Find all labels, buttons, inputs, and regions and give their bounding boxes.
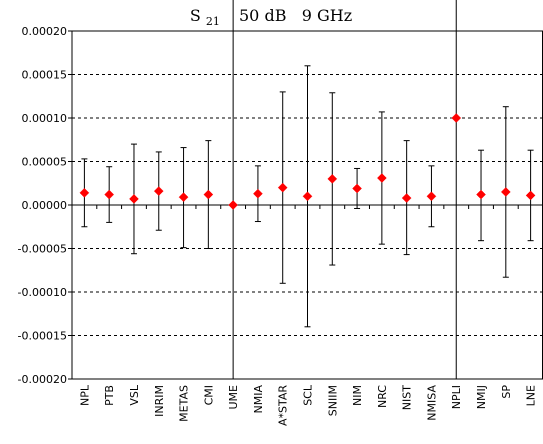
y-tick-label: -0.00015 — [18, 330, 67, 343]
data-point-13 — [401, 193, 412, 203]
reference-lines-layer — [232, 0, 457, 379]
x-tick-label-1: PTB — [103, 385, 116, 406]
y-tick-label: 0.00015 — [22, 69, 68, 82]
data-point-14 — [426, 191, 437, 202]
x-tick-label-10: SNIIM — [326, 385, 339, 416]
chart-title-base: S — [190, 6, 201, 25]
y-tick-label: 0.00020 — [22, 25, 68, 38]
x-tick-labels: NPL PTB VSL INRIM METAS CMI UME NMIA A*STAR SCL SN… — [78, 384, 537, 426]
x-tick-label-12: NRC — [376, 385, 389, 408]
data-point-16 — [476, 189, 486, 200]
data-point-6 — [228, 200, 238, 210]
y-tick-label: -0.00005 — [18, 243, 67, 256]
data-point-0 — [79, 187, 90, 198]
x-tick-label-5: CMI — [202, 385, 215, 405]
data-point-8 — [277, 182, 288, 193]
x-tick-label-17: SP — [500, 385, 513, 399]
data-point-18 — [525, 190, 536, 201]
data-point-4 — [178, 192, 189, 203]
x-tick-label-7: NMIA — [252, 385, 265, 414]
y-tick-label: 0.00010 — [22, 112, 68, 125]
x-tick-label-13: NIST — [401, 385, 414, 410]
y-tick-label: 0.00000 — [22, 199, 68, 212]
data-point-2 — [129, 194, 139, 204]
data-point-12 — [377, 173, 387, 183]
chart-title-rest: 50 dB 9 GHz — [239, 6, 352, 25]
data-point-9 — [302, 191, 313, 202]
x-tick-label-9: SCL — [302, 384, 315, 406]
point-layer — [79, 113, 536, 210]
chart-title: S 21 50 dB 9 GHz — [190, 6, 352, 29]
y-tick-label: -0.00020 — [18, 373, 67, 386]
data-point-5 — [203, 189, 214, 200]
x-tick-label-18: LNE — [525, 385, 538, 406]
x-tick-label-14: NMISA — [425, 385, 438, 421]
data-point-17 — [500, 187, 511, 197]
y-tick-label: -0.00010 — [18, 286, 67, 299]
x-tick-label-3: INRIM — [153, 385, 166, 417]
data-point-3 — [153, 186, 164, 196]
x-tick-label-0: NPL — [78, 384, 91, 406]
x-tick-label-15: NPLI — [450, 385, 463, 409]
data-point-1 — [104, 189, 115, 200]
x-tick-label-4: METAS — [178, 385, 191, 422]
x-tick-label-11: NIM — [351, 385, 364, 406]
x-tick-label-16: NMIJ — [475, 385, 488, 409]
x-tick-label-8: A*STAR — [277, 385, 290, 426]
chart-title-subscript: 21 — [206, 15, 220, 28]
data-point-11 — [352, 183, 362, 194]
data-point-7 — [253, 188, 263, 199]
y-tick-label: 0.00005 — [22, 156, 68, 169]
data-point-10 — [327, 174, 338, 184]
data-point-15 — [451, 113, 462, 123]
x-tick-label-6: UME — [227, 385, 240, 410]
x-tick-label-2: VSL — [128, 384, 141, 406]
y-tick-labels: 0.00020 0.00015 0.00010 0.00005 0.00000 -0.00… — [18, 25, 67, 386]
